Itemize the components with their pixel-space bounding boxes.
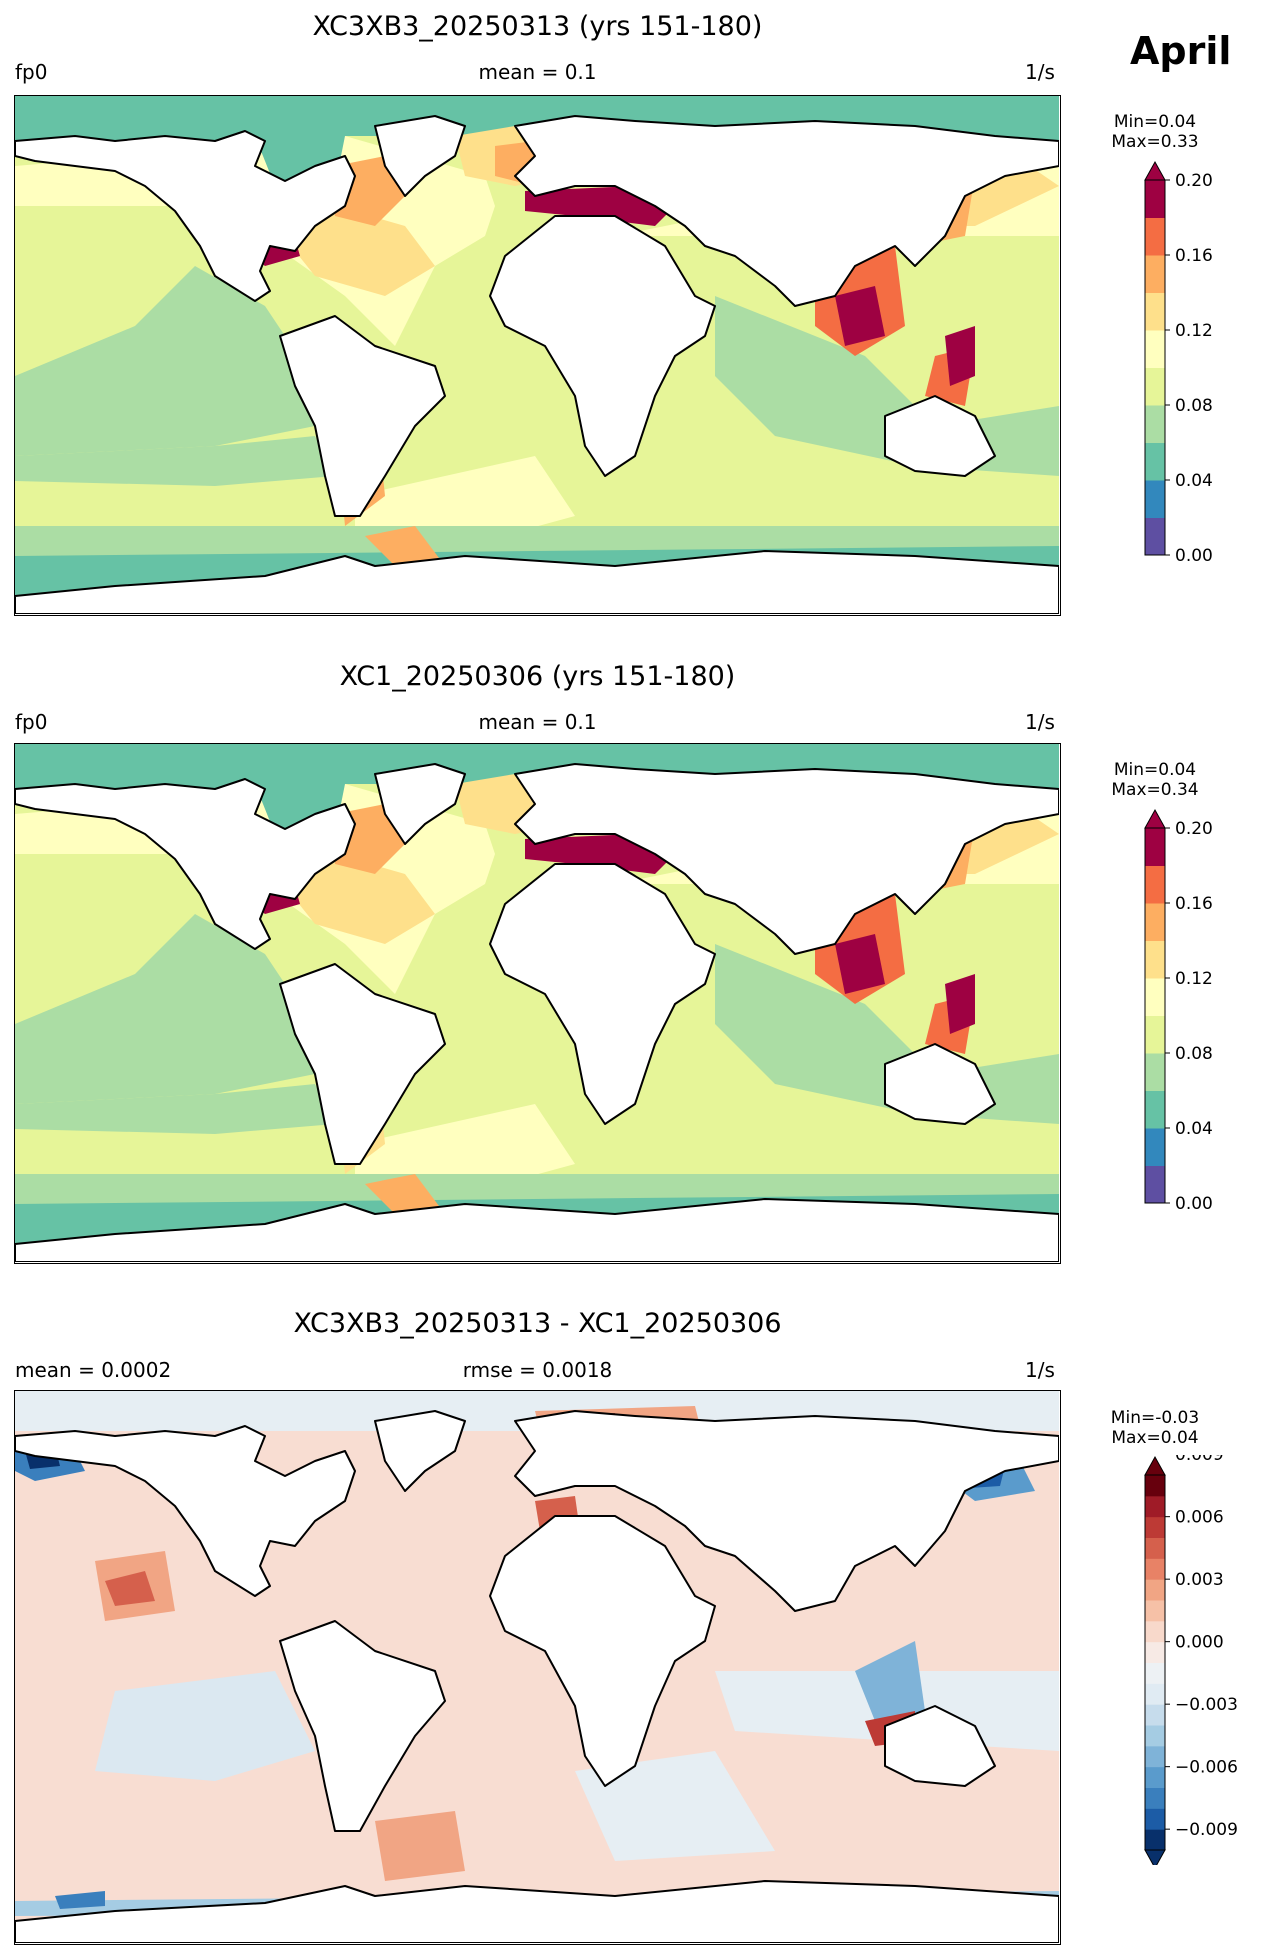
colorbar-segment: [1145, 1537, 1165, 1559]
panel-1-unit-label: 1/s: [1025, 60, 1055, 84]
colorbar-segment: [1145, 1090, 1165, 1129]
colorbar-tick-label: 0.00: [1175, 546, 1213, 566]
colorbar-segment: [1145, 405, 1165, 443]
colorbar-extend-max: [1144, 808, 1166, 829]
colorbar-tick-label: 0.12: [1175, 969, 1213, 989]
colorbar-segment: [1145, 1558, 1165, 1580]
colorbar-tick-label: 0.20: [1175, 819, 1213, 839]
panel-1-minmax: Min=0.04 Max=0.33: [1111, 112, 1199, 152]
colorbar-segment: [1145, 517, 1165, 556]
colorbar-segment: [1145, 1662, 1165, 1684]
colorbar-tick-label: 0.08: [1175, 1044, 1213, 1064]
panel-3-colorbar: −0.009 −0.006 −0.003 0.000 0.003 0.006 0.009: [1144, 1455, 1238, 1865]
colorbar-segment: [1145, 480, 1165, 518]
panel-2-mean-label: mean = 0.1: [478, 710, 597, 734]
colorbar-segment: [1145, 1495, 1165, 1518]
month-label: April: [1130, 29, 1232, 73]
panel-2-unit-label: 1/s: [1025, 710, 1055, 734]
colorbar-segment: [1145, 1787, 1165, 1809]
colorbar-extend-min: [1144, 1849, 1166, 1865]
colorbar-tick-label: 0.009: [1175, 1455, 1224, 1465]
colorbar-segment: [1145, 940, 1165, 979]
colorbar-segment: [1145, 180, 1165, 218]
colorbar-segment: [1145, 217, 1165, 256]
panel-1-title: XC3XB3_20250313 (yrs 151-180): [312, 11, 763, 42]
colorbar-tick-label: 0.00: [1175, 1194, 1213, 1214]
colorbar-tick-label: −0.009: [1175, 1820, 1238, 1840]
panel-1-left-label: fp0: [15, 60, 48, 84]
panel-2-colorbar: 0.00 0.04 0.08 0.12 0.16 0.20: [1144, 808, 1213, 1214]
colorbar-segment: [1145, 330, 1165, 368]
colorbar-segment: [1145, 1620, 1165, 1643]
colorbar-segment: [1145, 1015, 1165, 1054]
colorbar-tick-label: 0.20: [1175, 171, 1213, 191]
colorbar-segment: [1145, 255, 1165, 293]
colorbar-tick-label: −0.003: [1175, 1695, 1238, 1715]
colorbar-tick-label: 0.000: [1175, 1633, 1224, 1653]
panel-3-map: [14, 1390, 1061, 1945]
colorbar-tick-label: 0.16: [1175, 894, 1213, 914]
panel-3-mean-label: mean = 0.0002: [15, 1358, 172, 1382]
colorbar-segment: [1145, 828, 1165, 866]
colorbar-segment: [1145, 1641, 1165, 1663]
colorbar-tick-label: 0.003: [1175, 1570, 1224, 1590]
panel-3-minmax: Min=-0.03 Max=0.04: [1110, 1408, 1200, 1448]
colorbar-segment: [1145, 978, 1165, 1016]
colorbar-frame: [1144, 827, 1166, 1204]
colorbar-segment: [1145, 865, 1165, 904]
colorbar-tick-label: 0.04: [1175, 1119, 1213, 1139]
colorbar-tick-label: 0.04: [1175, 471, 1213, 491]
colorbar-segment: [1145, 903, 1165, 941]
colorbar-segment: [1145, 1600, 1165, 1622]
colorbar-tick-label: 0.08: [1175, 396, 1213, 416]
colorbar-segment: [1145, 1579, 1165, 1601]
panel-1-mean-label: mean = 0.1: [478, 60, 597, 84]
colorbar-segment: [1145, 1165, 1165, 1204]
colorbar-tick-label: 0.006: [1175, 1508, 1224, 1528]
panel-2-title: XC1_20250306 (yrs 151-180): [339, 661, 736, 692]
panel-3-unit-label: 1/s: [1025, 1358, 1055, 1382]
colorbar-segment: [1145, 292, 1165, 331]
colorbar-segment: [1145, 1128, 1165, 1166]
panel-3-rmse-label: rmse = 0.0018: [462, 1358, 613, 1382]
colorbar-tick-label: 0.16: [1175, 246, 1213, 266]
colorbar-frame: [1144, 1474, 1166, 1851]
colorbar-segment: [1145, 1808, 1165, 1830]
panel-3-title: XC3XB3_20250313 - XC1_20250306: [293, 1308, 782, 1339]
colorbar-frame: [1144, 179, 1166, 556]
colorbar-segment: [1145, 1766, 1165, 1788]
panel-1-colorbar: 0.00 0.04 0.08 0.12 0.16 0.20: [1144, 160, 1213, 566]
colorbar-extend-max: [1144, 1455, 1166, 1476]
colorbar-segment: [1145, 1704, 1165, 1726]
colorbar-segment: [1145, 1745, 1165, 1768]
panel-2-minmax: Min=0.04 Max=0.34: [1111, 760, 1199, 800]
colorbar-extend-max: [1144, 160, 1166, 181]
panel-2-left-label: fp0: [15, 710, 48, 734]
panel-2-map: [14, 743, 1061, 1264]
panel-1-map: [14, 95, 1061, 616]
colorbar-segment: [1145, 367, 1165, 406]
colorbar-tick-label: 0.12: [1175, 321, 1213, 341]
colorbar-segment: [1145, 1683, 1165, 1705]
colorbar-segment: [1145, 1475, 1165, 1497]
colorbar-segment: [1145, 1725, 1165, 1747]
colorbar-segment: [1145, 1829, 1165, 1851]
colorbar-tick-label: −0.006: [1175, 1758, 1238, 1778]
colorbar-segment: [1145, 1053, 1165, 1091]
colorbar-segment: [1145, 442, 1165, 481]
colorbar-segment: [1145, 1516, 1165, 1538]
